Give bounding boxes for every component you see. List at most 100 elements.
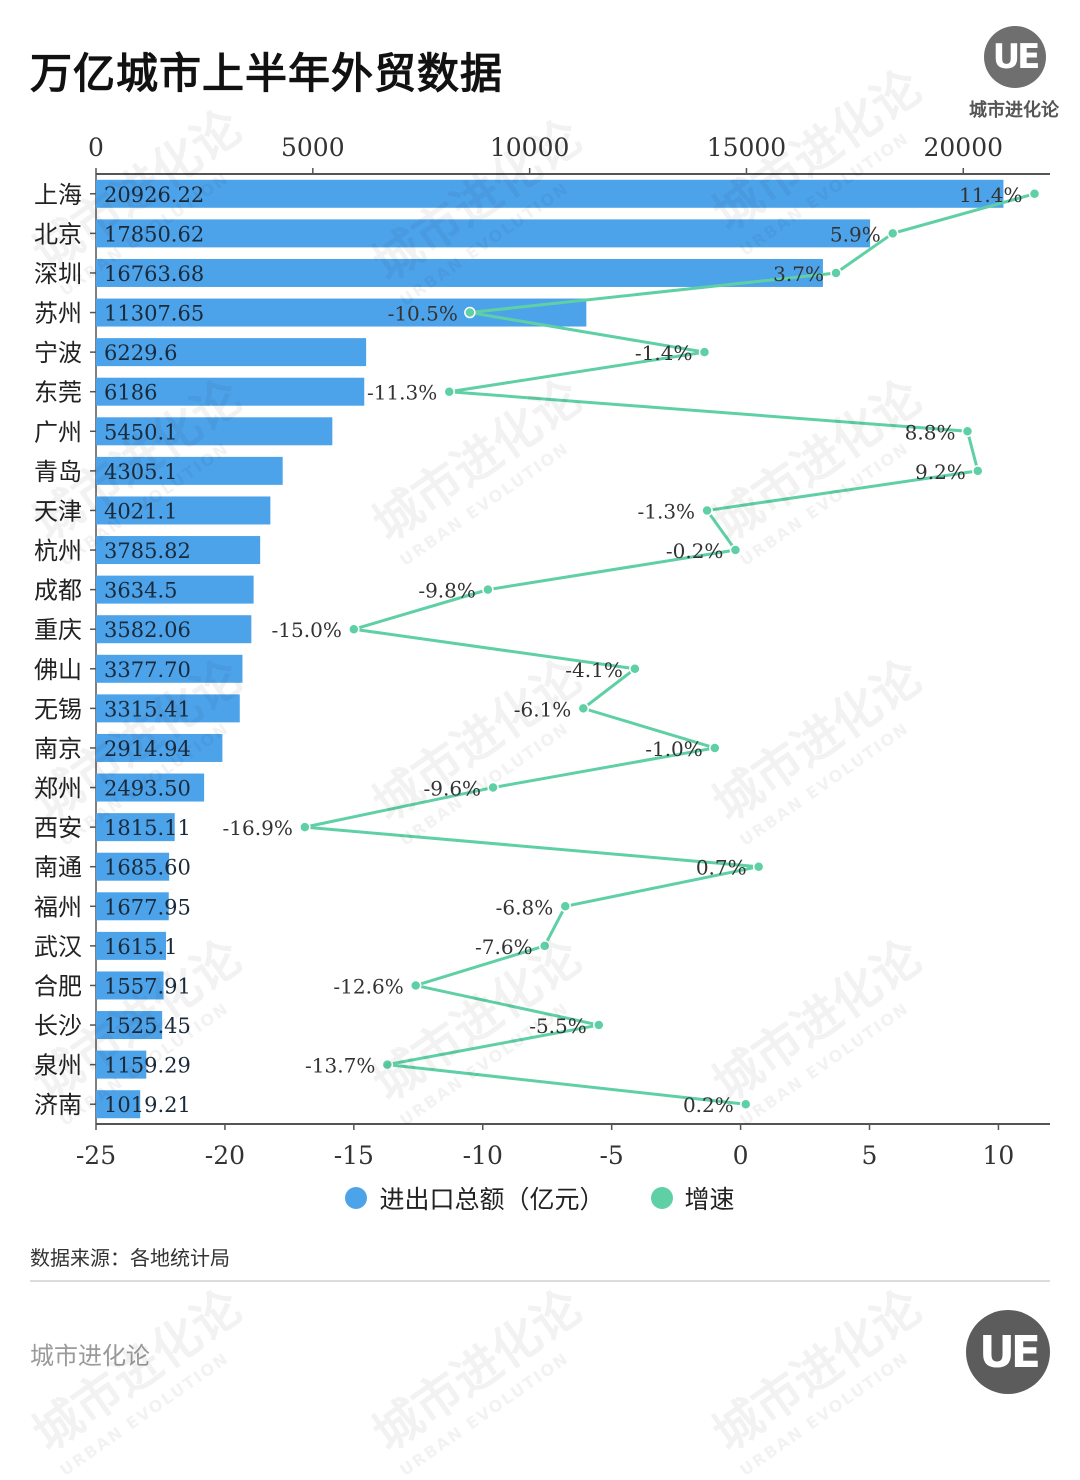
bottom-axis-tick-label: 0 (733, 1141, 749, 1170)
bar-value-label: 3582.06 (104, 618, 191, 642)
growth-value-label: -1.0% (645, 737, 703, 761)
legend-item-trade[interactable]: 进出口总额（亿元） (345, 1180, 605, 1216)
bar-北京 (96, 219, 871, 248)
growth-value-label: -15.0% (272, 618, 342, 642)
bar-南通 (96, 852, 170, 881)
footer-brand: 城市进化论 (30, 1342, 150, 1370)
bottom-axis-tick-label: -25 (76, 1141, 116, 1170)
top-axis-tick-label: 0 (88, 133, 104, 162)
growth-value-label: -9.6% (423, 777, 481, 801)
category-label: 长沙 (34, 1012, 82, 1040)
bottom-axis-tick-label: 10 (983, 1141, 1015, 1170)
bar-上海 (96, 179, 1004, 208)
category-label: 上海 (34, 181, 82, 209)
growth-point (409, 979, 422, 992)
brand-logo: UE 城市进化论 (969, 26, 1062, 122)
category-label: 深圳 (34, 260, 82, 288)
bar-value-label: 2493.50 (104, 777, 191, 801)
bar-宁波 (96, 338, 367, 367)
category-label: 宁波 (34, 339, 82, 367)
bar-value-label: 17850.62 (104, 222, 204, 246)
bar-value-label: 3634.5 (104, 579, 177, 603)
bar-佛山 (96, 654, 243, 683)
bar-value-label: 20926.22 (104, 183, 204, 207)
growth-point (729, 544, 742, 556)
footer-divider (30, 1280, 1050, 1282)
growth-point (709, 742, 721, 754)
growth-value-label: -1.3% (637, 499, 695, 523)
growth-value-label: -11.3% (367, 381, 437, 405)
growth-point (538, 940, 551, 952)
growth-point (698, 346, 711, 358)
bar-合肥 (96, 971, 164, 1000)
growth-point (577, 702, 590, 715)
data-source: 数据来源：各地统计局 (30, 1246, 230, 1270)
bar-value-label: 16763.68 (104, 262, 204, 286)
growth-point (740, 1098, 752, 1110)
category-label: 南通 (34, 854, 82, 882)
bar-青岛 (96, 456, 283, 485)
bar-广州 (96, 417, 333, 446)
category-label: 西安 (34, 814, 82, 842)
legend-line-swatch (650, 1187, 673, 1209)
bar-value-label: 11307.65 (104, 302, 204, 326)
bar-福州 (96, 892, 169, 921)
growth-point (886, 227, 899, 240)
growth-point (972, 465, 984, 477)
category-label: 北京 (34, 220, 82, 248)
category-label: 重庆 (34, 616, 82, 644)
category-label: 郑州 (34, 775, 82, 803)
growth-point (629, 663, 641, 675)
growth-point (559, 900, 572, 913)
bar-东莞 (96, 377, 365, 406)
bottom-axis-tick-label: -15 (334, 1141, 374, 1170)
category-label: 青岛 (34, 458, 82, 486)
growth-value-label: -10.5% (388, 302, 458, 326)
growth-point (701, 504, 713, 517)
bar-value-label: 3377.70 (104, 658, 191, 682)
bar-泉州 (96, 1050, 147, 1079)
bar-value-label: 1159.29 (104, 1054, 191, 1078)
legend-bar-swatch (345, 1187, 368, 1209)
growth-value-label: -9.8% (418, 579, 476, 603)
bar-value-label: 3785.82 (104, 539, 191, 563)
legend-label-growth: 增速 (684, 1185, 735, 1214)
growth-point (381, 1058, 394, 1071)
growth-value-label: -6.1% (514, 697, 572, 721)
bottom-axis-tick-label: 5 (862, 1141, 878, 1170)
trade-chart: 0 5000 10000 15000 20000 -25 -20 -15 -10 -5 0 5 10 上海… (34, 133, 1050, 1170)
category-label: 福州 (34, 893, 82, 921)
bar-value-label: 1677.95 (104, 895, 191, 919)
growth-point (299, 821, 311, 833)
bar-深圳 (96, 258, 823, 287)
bar-无锡 (96, 694, 240, 723)
growth-point (443, 385, 455, 398)
bar-西安 (96, 813, 175, 842)
bar-value-label: 5450.1 (104, 420, 177, 444)
category-label: 广州 (34, 418, 82, 446)
category-label: 武汉 (34, 933, 82, 961)
growth-point (1028, 188, 1041, 200)
legend-item-growth[interactable]: 增速 (650, 1180, 735, 1216)
bar-value-label: 1615.1 (104, 935, 177, 959)
category-label: 苏州 (34, 300, 82, 328)
bar-value-label: 1685.60 (104, 856, 191, 880)
growth-value-label: 9.2% (915, 460, 966, 484)
bar-武汉 (96, 931, 167, 960)
bar-长沙 (96, 1011, 163, 1040)
growth-value-label: -12.6% (333, 974, 403, 998)
growth-point (752, 860, 765, 873)
bottom-axis-tick-label: -20 (205, 1141, 245, 1170)
bar-value-label: 4021.1 (104, 499, 177, 523)
growth-point (348, 623, 360, 635)
growth-value-label: -5.5% (529, 1014, 587, 1038)
growth-value-label: 5.9% (830, 222, 881, 246)
growth-value-label: -7.6% (475, 935, 533, 959)
chart-title: 万亿城市上半年外贸数据 (30, 49, 504, 98)
bottom-axis-tick-label: -10 (463, 1141, 503, 1170)
bar-济南 (96, 1090, 141, 1119)
bar-value-label: 1815.11 (104, 816, 191, 840)
